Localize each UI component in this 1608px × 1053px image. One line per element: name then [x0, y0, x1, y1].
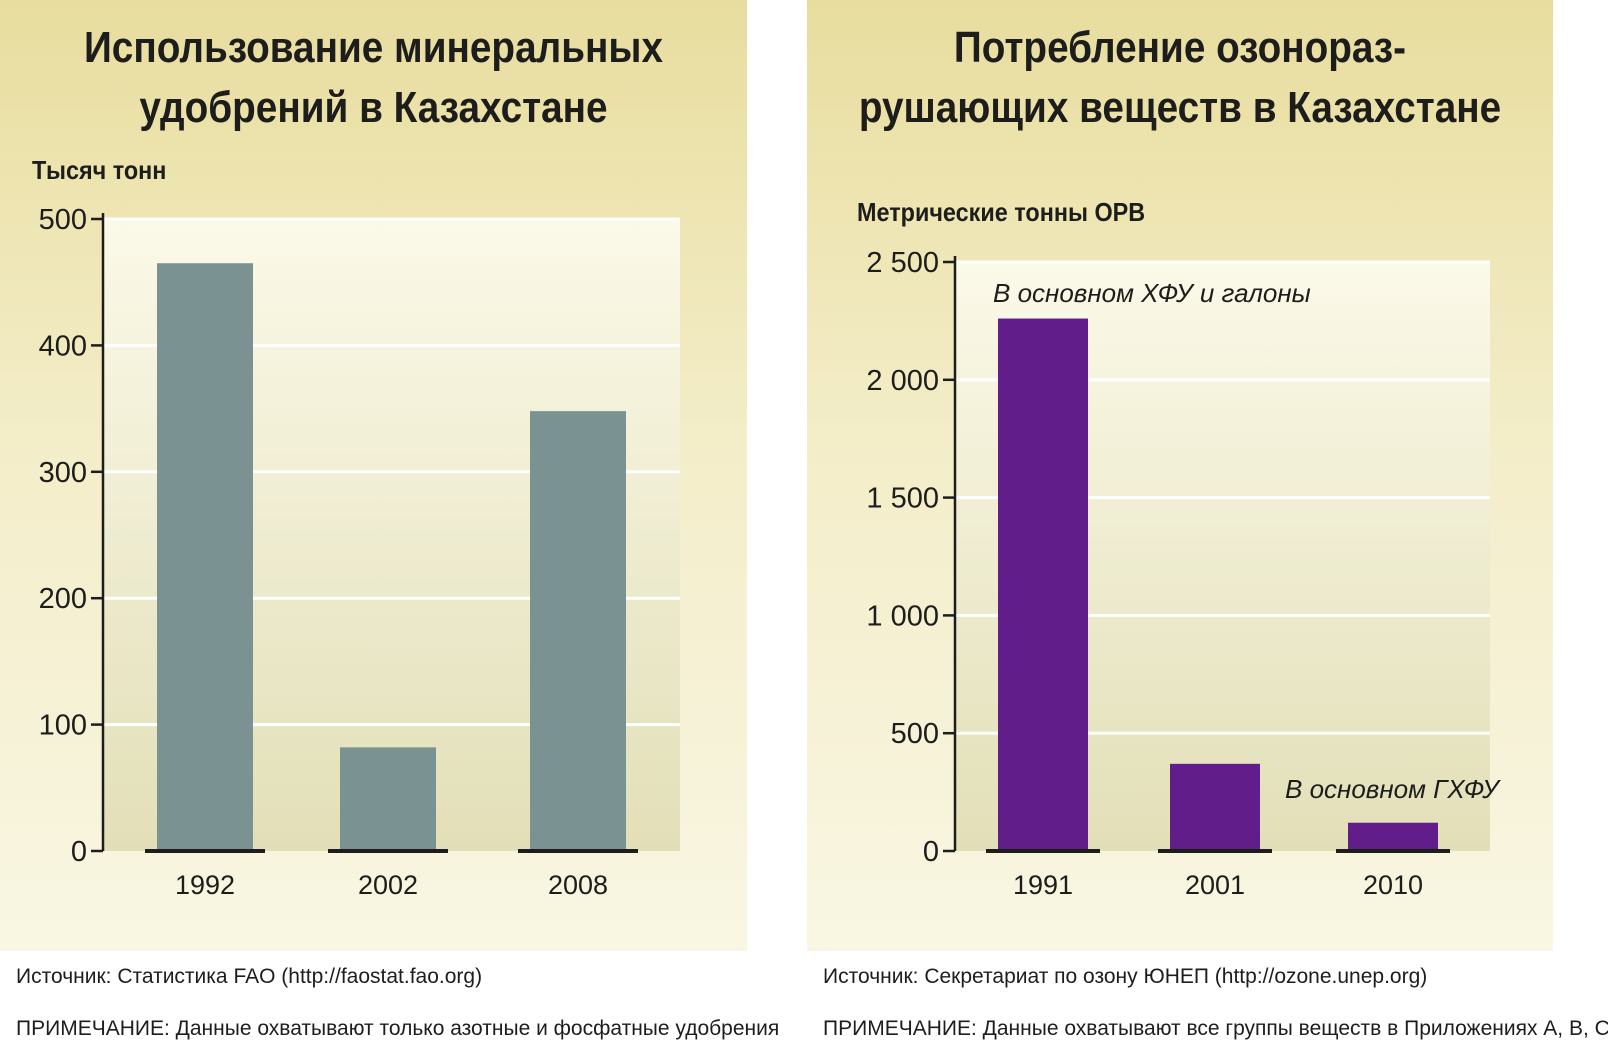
ozone-y-tick-label: 0 — [923, 836, 939, 868]
ozone-x-label-1991: 1991 — [1013, 870, 1073, 900]
fertilizer-chart-title: Использование минеральных удобрений в Ка… — [45, 18, 702, 138]
ozone-annotation: В основном ГХФУ — [1285, 774, 1501, 804]
fertilizer-y-tick-label: 500 — [39, 204, 87, 236]
ozone-note-text: ПРИМЕЧАНИЕ: Данные охватывают все группы… — [823, 1017, 1608, 1040]
ozone-x-label-2001: 2001 — [1185, 870, 1245, 900]
ozone-y-tick-label: 1 000 — [866, 600, 939, 632]
fertilizer-y-tick-label: 400 — [39, 330, 87, 362]
ozone-annotation: В основном ХФУ и галоны — [993, 278, 1311, 308]
ozone-chart-title: Потребление озонораз- рушающих веществ в… — [852, 18, 1508, 138]
fertilizer-x-label-2002: 2002 — [358, 870, 418, 900]
ozone-bar-2001 — [1170, 763, 1260, 851]
ozone-y-tick-label: 500 — [891, 718, 939, 750]
fertilizer-y-unit-label: Тысяч тонн — [32, 155, 167, 185]
fertilizer-y-tick-label: 300 — [39, 457, 87, 489]
fertilizer-note-text: ПРИМЕЧАНИЕ: Данные охватывают только азо… — [16, 1017, 780, 1040]
ozone-x-label-2010: 2010 — [1363, 870, 1423, 900]
ozone-bar-chart: 0 500 1 000 1 500 2 000 2 500 1991 2001 2010 В ос… — [866, 247, 1501, 900]
charts-svg: 0 100 200 300 400 500 1992 2002 2008 0 500 1 000 1 … — [39, 204, 1502, 900]
fertilizer-bar-chart: 0 100 200 300 400 500 1992 2002 2008 — [39, 204, 680, 900]
ozone-source-text: Источник: Секретариат по озону ЮНЕП (htt… — [823, 965, 1428, 988]
ozone-bar-2010 — [1348, 822, 1438, 851]
fertilizer-y-tick-label: 100 — [39, 710, 87, 742]
ozone-y-tick-label: 1 500 — [866, 483, 939, 515]
fertilizer-bar-2008 — [530, 411, 626, 851]
ozone-bar-1991 — [998, 318, 1088, 851]
fertilizer-y-tick-label: 200 — [39, 583, 87, 615]
fertilizer-x-label-2008: 2008 — [548, 870, 608, 900]
ozone-y-unit-label: Метрические тонны ОРВ — [857, 197, 1146, 227]
fertilizer-bar-1992 — [157, 263, 253, 851]
ozone-title-line-2: рушающих веществ в Казахстане — [858, 83, 1502, 132]
fertilizer-y-tick-label: 0 — [71, 836, 87, 868]
fertilizer-source-text: Источник: Статистика FAO (http://faostat… — [16, 965, 483, 988]
fertilizer-bar-2002 — [340, 747, 436, 851]
fertilizer-x-label-1992: 1992 — [175, 870, 235, 900]
fertilizer-title-line-2: удобрений в Казахстане — [139, 83, 608, 132]
ozone-y-tick-label: 2 500 — [866, 247, 939, 279]
fertilizer-title-line-1: Использование минеральных — [83, 23, 664, 72]
ozone-y-tick-label: 2 000 — [866, 365, 939, 397]
ozone-title-line-1: Потребление озонораз- — [953, 23, 1407, 72]
